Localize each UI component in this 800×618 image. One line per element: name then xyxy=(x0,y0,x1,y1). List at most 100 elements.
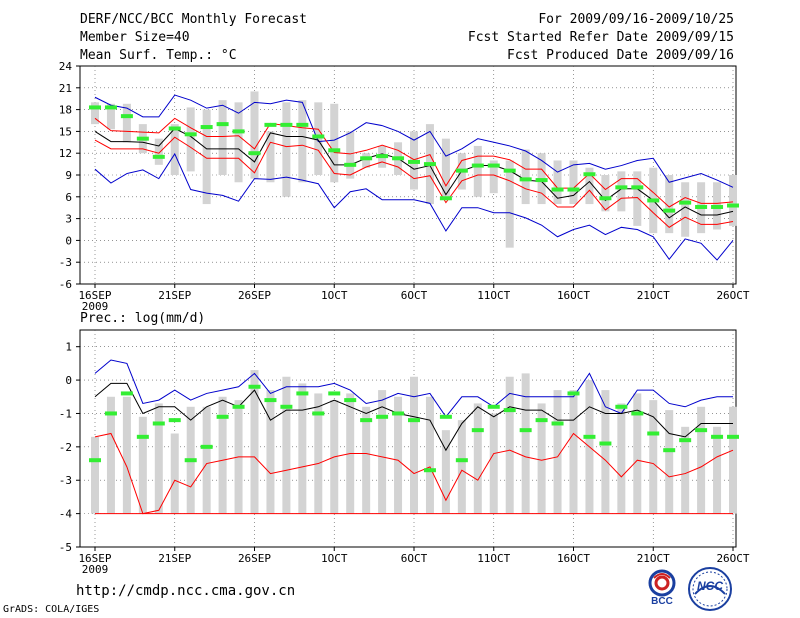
observed-marker xyxy=(184,458,197,463)
ensemble-box xyxy=(569,390,578,514)
observed-marker xyxy=(168,418,181,423)
observed-marker xyxy=(631,185,644,190)
x-tick-label: 26OCT xyxy=(716,552,749,565)
x-tick-label: 6OCT xyxy=(401,289,428,302)
observed-marker xyxy=(423,162,436,167)
observed-marker xyxy=(583,172,596,177)
ensemble-box xyxy=(537,403,546,514)
observed-marker xyxy=(455,168,468,173)
ensemble-box xyxy=(122,396,131,514)
ensemble-box xyxy=(282,102,291,197)
x-tick-label: 11OCT xyxy=(477,289,510,302)
ensemble-box xyxy=(234,102,243,183)
source-url[interactable]: http://cmdp.ncc.cma.gov.cn xyxy=(76,583,296,599)
ncc-logo-text: NCC xyxy=(697,579,723,593)
y-tick-label: 9 xyxy=(65,169,72,182)
observed-marker xyxy=(264,122,277,127)
observed-marker xyxy=(551,187,564,192)
observed-marker xyxy=(376,154,389,159)
observed-marker xyxy=(152,154,165,159)
observed-marker xyxy=(535,178,548,183)
ensemble-box xyxy=(697,406,706,514)
y-tick-label: 0 xyxy=(65,234,72,247)
observed-marker xyxy=(423,468,436,473)
x-tick-label: 21SEP xyxy=(158,289,191,302)
y-tick-label: -3 xyxy=(59,474,72,487)
observed-marker xyxy=(535,418,548,423)
observed-marker xyxy=(392,156,405,161)
ensemble-mean-line xyxy=(94,382,733,452)
forecast-range-label: For 2009/09/16-2009/10/25 xyxy=(538,12,734,27)
ensemble-box xyxy=(106,396,115,514)
bcc-logo-text: BCC xyxy=(651,596,673,607)
ensemble-box xyxy=(91,102,99,125)
ensemble-box xyxy=(266,131,275,183)
observed-marker xyxy=(727,434,739,439)
observed-marker xyxy=(136,136,149,141)
observed-marker xyxy=(296,391,309,396)
ensemble-box xyxy=(489,160,498,194)
y-tick-label: 12 xyxy=(59,147,72,160)
observed-marker xyxy=(360,156,373,161)
ensemble-box xyxy=(410,376,418,514)
ensemble-box xyxy=(681,182,690,237)
ensemble-box xyxy=(314,102,323,175)
y-tick-label: -1 xyxy=(59,407,72,420)
observed-marker xyxy=(344,398,357,403)
ensemble-box xyxy=(154,138,163,165)
ensemble-box xyxy=(170,124,179,175)
x-tick-label: 26OCT xyxy=(716,289,749,302)
observed-marker xyxy=(89,105,101,110)
observed-marker xyxy=(216,122,229,127)
y-tick-label: -6 xyxy=(59,278,72,291)
ensemble-box xyxy=(681,426,690,514)
ensemble-box xyxy=(138,416,147,514)
ensemble-box xyxy=(394,396,403,514)
observed-marker xyxy=(695,428,708,433)
grads-credit: GrADS: COLA/IGES xyxy=(3,604,100,615)
observed-marker xyxy=(344,162,357,167)
ensemble-box xyxy=(521,149,530,205)
ensemble-box xyxy=(330,103,339,183)
ensemble-box xyxy=(362,406,371,514)
y-tick-label: -4 xyxy=(59,508,73,521)
ensemble-box xyxy=(298,383,307,514)
observed-marker xyxy=(663,208,676,213)
ensemble-box xyxy=(218,396,227,514)
upper-spread-line xyxy=(94,117,734,208)
x-tick-label: 6OCT xyxy=(401,552,428,565)
observed-marker xyxy=(663,448,676,453)
observed-marker xyxy=(615,185,628,190)
x-tick-label: 1OCT xyxy=(321,289,348,302)
observed-marker xyxy=(583,434,596,439)
observed-marker xyxy=(328,148,341,153)
ensemble-box xyxy=(505,376,514,514)
observed-marker xyxy=(360,418,373,423)
ensemble-box xyxy=(250,91,259,179)
ensemble-box xyxy=(378,390,387,514)
y-tick-label: 18 xyxy=(59,104,72,117)
ensemble-box xyxy=(266,390,275,514)
observed-marker xyxy=(120,391,133,396)
ensemble-box xyxy=(122,103,131,143)
x-tick-label: 26SEP xyxy=(238,552,271,565)
observed-marker xyxy=(248,151,261,156)
member-size-label: Member Size=40 xyxy=(80,30,190,45)
ensemble-box xyxy=(665,410,674,514)
ensemble-box xyxy=(521,373,530,514)
ensemble-box xyxy=(202,406,211,514)
y-tick-label: 24 xyxy=(59,60,73,73)
x-tick-label: 16SEP xyxy=(78,552,111,565)
ensemble-box xyxy=(218,100,227,175)
observed-marker xyxy=(695,204,708,209)
observed-marker xyxy=(503,408,516,413)
ensemble-box xyxy=(649,400,658,514)
observed-marker xyxy=(248,384,261,389)
observed-marker xyxy=(439,196,452,201)
lower-spread-line xyxy=(94,136,734,228)
observed-marker xyxy=(280,404,293,409)
observed-marker xyxy=(104,105,117,110)
observed-marker xyxy=(711,204,724,209)
observed-marker xyxy=(567,187,580,192)
temperature-panel: -6 -3 0 3 6 9 12 15 18 21 24 16SEP 21SEP 26SEP 1OCT 6OC… xyxy=(59,60,750,313)
